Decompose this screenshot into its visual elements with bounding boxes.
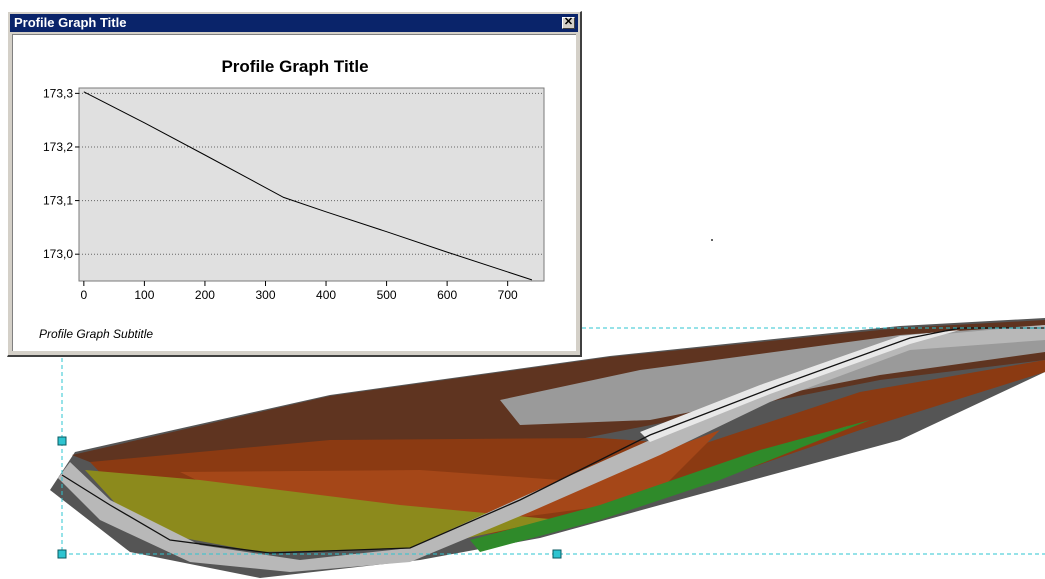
- selection-handle-top-left[interactable]: [57, 436, 67, 446]
- y-tick-label: 173,1: [43, 194, 73, 208]
- terrain-surface: [50, 318, 1045, 578]
- terrain-green: [470, 420, 870, 552]
- y-tick-label: 173,0: [43, 247, 73, 261]
- window-title: Profile Graph Title: [14, 15, 127, 30]
- x-tick-label: 200: [195, 288, 215, 302]
- x-tick-label: 400: [316, 288, 336, 302]
- profile-graph: Profile Graph Title 173,0 173,1 173,2 173,3…: [39, 57, 545, 341]
- profile-line: [61, 327, 1045, 554]
- y-tick-label: 173,3: [43, 86, 73, 100]
- series-line: [83, 91, 533, 281]
- close-icon: ✕: [563, 16, 574, 28]
- x-tick-label: 700: [498, 288, 518, 302]
- close-button[interactable]: ✕: [562, 17, 575, 29]
- x-tick-label: 500: [377, 288, 397, 302]
- road-highlight: [640, 330, 960, 442]
- terrain-olive: [85, 425, 850, 552]
- map-dot: [711, 239, 713, 241]
- x-tick-label: 600: [437, 288, 457, 302]
- graph-client-area: Profile Graph Title 173,0 173,1 173,2 173,3…: [12, 34, 576, 351]
- road-gray: [58, 325, 1045, 572]
- chart-title: Profile Graph Title: [221, 57, 368, 76]
- window-titlebar[interactable]: Profile Graph Title ✕: [10, 14, 578, 32]
- profile-graph-window[interactable]: Profile Graph Title ✕ Profile Graph Titl…: [7, 11, 582, 357]
- x-tick-label: 300: [255, 288, 275, 302]
- chart-subtitle: Profile Graph Subtitle: [39, 327, 153, 341]
- y-tick-label: 173,2: [43, 140, 73, 154]
- selection-handle-bottom-mid[interactable]: [552, 549, 562, 559]
- x-tick-label: 0: [81, 288, 88, 302]
- selection-handle-bottom-left[interactable]: [57, 549, 67, 559]
- x-tick-label: 100: [134, 288, 154, 302]
- plot-area: [78, 87, 545, 282]
- selection-box[interactable]: [57, 327, 1045, 559]
